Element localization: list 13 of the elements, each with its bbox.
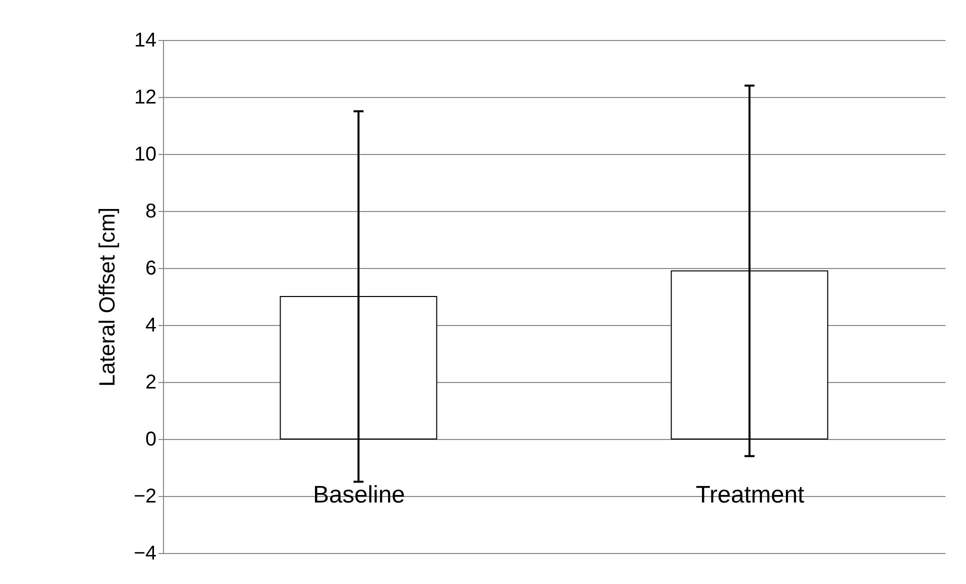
y-tick-label: 10: [134, 144, 156, 166]
x-tick-label: Baseline: [312, 482, 406, 508]
y-tick-label: 6: [145, 258, 156, 280]
y-tick-label: 4: [145, 314, 156, 336]
y-tick-label: −2: [134, 486, 156, 508]
y-axis-title: Lateral Offset [cm]: [94, 207, 120, 387]
x-tick-label: Treatment: [696, 482, 805, 508]
y-tick-label: 14: [134, 30, 156, 52]
y-tick-label: 0: [145, 428, 156, 450]
y-tick-label: −4: [134, 542, 156, 564]
y-tick-label: 2: [145, 372, 156, 394]
y-tick-label: 8: [145, 200, 156, 222]
y-tick-label: 12: [134, 86, 156, 108]
